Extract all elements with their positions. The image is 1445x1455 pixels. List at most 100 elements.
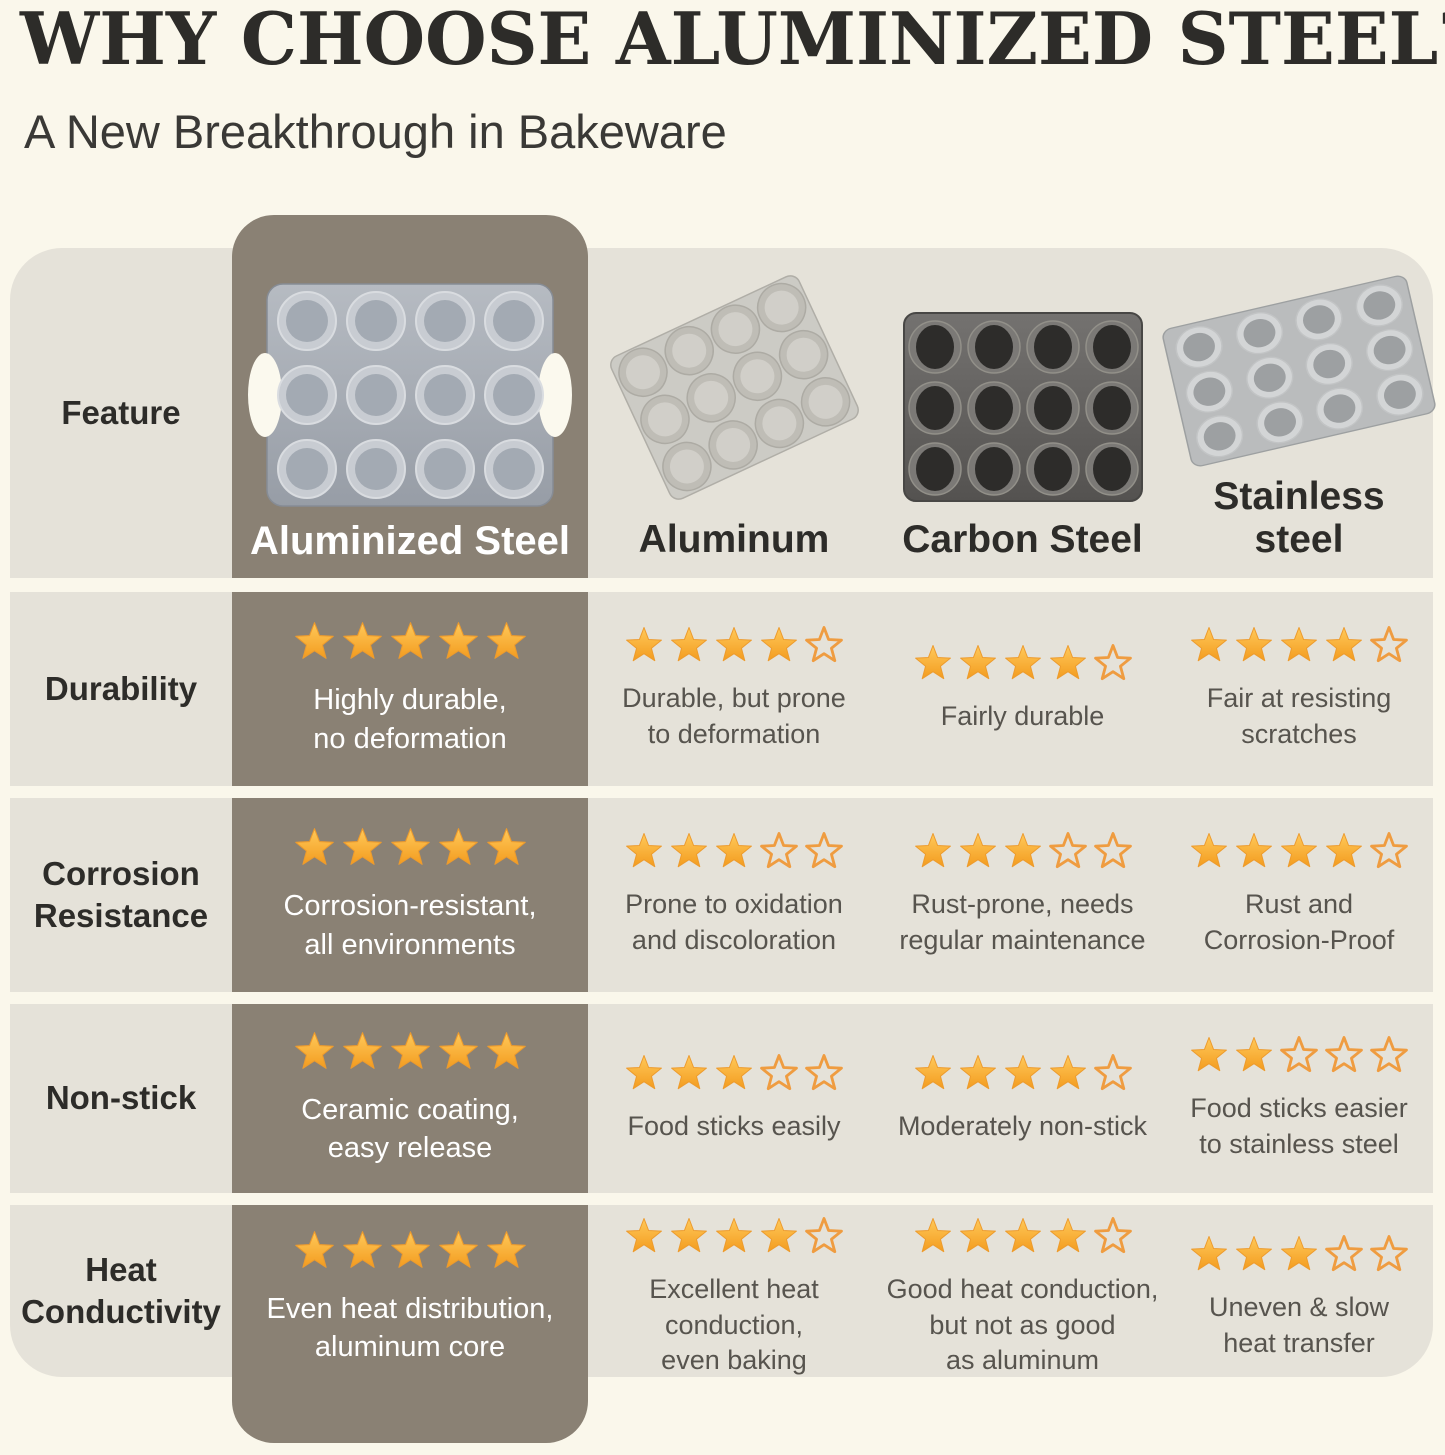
star-rating [913, 643, 1133, 683]
page-subtitle: A New Breakthrough in Bakeware [24, 105, 727, 158]
star-rating [624, 1053, 844, 1093]
star-rating [293, 1030, 528, 1073]
star-filled-icon [390, 1031, 430, 1069]
star-rating [1189, 831, 1409, 871]
star-filled-icon [626, 627, 662, 662]
cell-nonstick-aluminized: Ceramic coating, easy release [232, 1004, 588, 1193]
column-label-aluminum: Aluminum [638, 518, 830, 562]
star-filled-icon [959, 1054, 996, 1089]
cell-corrosion-stainless-steel: Rust and Corrosion-Proof [1165, 798, 1433, 992]
star-empty-icon [1093, 644, 1132, 681]
cell-heat-aluminum: Excellent heat conduction, even baking [588, 1205, 880, 1390]
star-filled-icon [438, 622, 478, 660]
star-filled-icon [716, 833, 752, 868]
star-filled-icon [1281, 833, 1317, 868]
star-filled-icon [671, 1054, 707, 1089]
aluminized-steel-pan-icon [245, 278, 575, 513]
star-rating [913, 1053, 1133, 1093]
star-filled-icon [390, 828, 430, 866]
aluminum-pan-icon [609, 262, 859, 512]
rating-note: Fairly durable [940, 701, 1105, 732]
star-empty-icon [1370, 1234, 1408, 1271]
star-filled-icon [914, 645, 951, 680]
rating-note: Food sticks easier to stainless steel [1190, 1092, 1408, 1159]
star-filled-icon [1236, 627, 1272, 662]
rating-note: Good heat conduction, but not as good as… [886, 1274, 1159, 1376]
rating-note: Excellent heat conduction, even baking [649, 1274, 819, 1376]
star-filled-icon [914, 833, 951, 868]
star-filled-icon [626, 1054, 662, 1089]
star-filled-icon [1281, 627, 1317, 662]
star-rating [293, 1229, 528, 1272]
rating-note: Fair at resisting scratches [1206, 683, 1392, 749]
star-empty-icon [1093, 1053, 1132, 1090]
star-filled-icon [716, 1054, 752, 1089]
star-rating [293, 826, 528, 869]
column-header-carbon-steel: Carbon Steel [880, 248, 1165, 578]
cell-heat-carbon-steel: Good heat conduction, but not as good as… [880, 1205, 1165, 1390]
column-label-carbon-steel: Carbon Steel [902, 518, 1143, 562]
star-filled-icon [342, 1230, 382, 1268]
star-empty-icon [805, 1217, 843, 1254]
star-empty-icon [1280, 1035, 1318, 1072]
column-header-aluminized: Aluminized Steel [232, 215, 588, 578]
column-label-stainless-steel: Stainless steel [1213, 474, 1385, 562]
star-filled-icon [959, 833, 996, 868]
feature-label-nonstick: Non-stick [45, 1079, 197, 1117]
cell-heat-stainless-steel: Uneven & slow heat transfer [1165, 1205, 1433, 1390]
star-empty-icon [1093, 1217, 1132, 1254]
star-empty-icon [1325, 1035, 1363, 1072]
rating-note: Corrosion-resistant, all environments [283, 890, 537, 961]
star-filled-icon [761, 627, 797, 662]
cell-heat-aluminized: Even heat distribution, aluminum core [232, 1205, 588, 1390]
cell-nonstick-aluminum: Food sticks easily [588, 1004, 880, 1193]
star-filled-icon [486, 1230, 526, 1268]
star-filled-icon [671, 833, 707, 868]
rating-note: Uneven & slow heat transfer [1208, 1291, 1390, 1358]
star-filled-icon [1049, 1218, 1086, 1253]
feature-label-corrosion: Corrosion Resistance [33, 854, 209, 934]
cell-durability-stainless-steel: Fair at resisting scratches [1165, 592, 1433, 786]
star-filled-icon [761, 1218, 797, 1253]
star-filled-icon [626, 1218, 662, 1253]
star-filled-icon [1004, 1218, 1041, 1253]
star-filled-icon [1191, 627, 1227, 662]
star-empty-icon [805, 832, 843, 869]
star-filled-icon [1004, 833, 1041, 868]
star-filled-icon [671, 627, 707, 662]
star-filled-icon [1191, 833, 1227, 868]
star-rating [624, 625, 844, 665]
column-header-stainless-steel: Stainless steel [1162, 248, 1436, 578]
cell-corrosion-aluminum: Prone to oxidation and discoloration [588, 798, 880, 992]
star-filled-icon [959, 645, 996, 680]
star-filled-icon [390, 622, 430, 660]
star-filled-icon [486, 622, 526, 660]
star-filled-icon [1049, 1054, 1086, 1089]
star-filled-icon [390, 1230, 430, 1268]
star-filled-icon [1191, 1036, 1227, 1072]
cell-nonstick-carbon-steel: Moderately non-stick [880, 1004, 1165, 1193]
rating-note: Food sticks easily [627, 1110, 841, 1141]
star-filled-icon [438, 828, 478, 866]
rating-note: Moderately non-stick [897, 1110, 1148, 1141]
star-empty-icon [1370, 832, 1408, 869]
feature-header-label: Feature [61, 393, 181, 431]
star-rating [913, 831, 1133, 871]
star-filled-icon [914, 1218, 951, 1253]
star-filled-icon [342, 1031, 382, 1069]
star-rating [624, 831, 844, 871]
star-filled-icon [671, 1218, 707, 1253]
star-filled-icon [1049, 645, 1086, 680]
star-filled-icon [1004, 645, 1041, 680]
rating-note: Rust-prone, needs regular maintenance [899, 889, 1146, 955]
feature-header-cell: Feature [10, 248, 232, 578]
star-filled-icon [486, 828, 526, 866]
star-empty-icon [1048, 832, 1087, 869]
star-filled-icon [342, 622, 382, 660]
star-filled-icon [1281, 1235, 1317, 1271]
feature-label-heat: Heat Conductivity [21, 1250, 221, 1330]
stainless-steel-pan-icon [1162, 274, 1436, 469]
star-filled-icon [486, 1031, 526, 1069]
rating-note: Rust and Corrosion-Proof [1203, 889, 1395, 955]
